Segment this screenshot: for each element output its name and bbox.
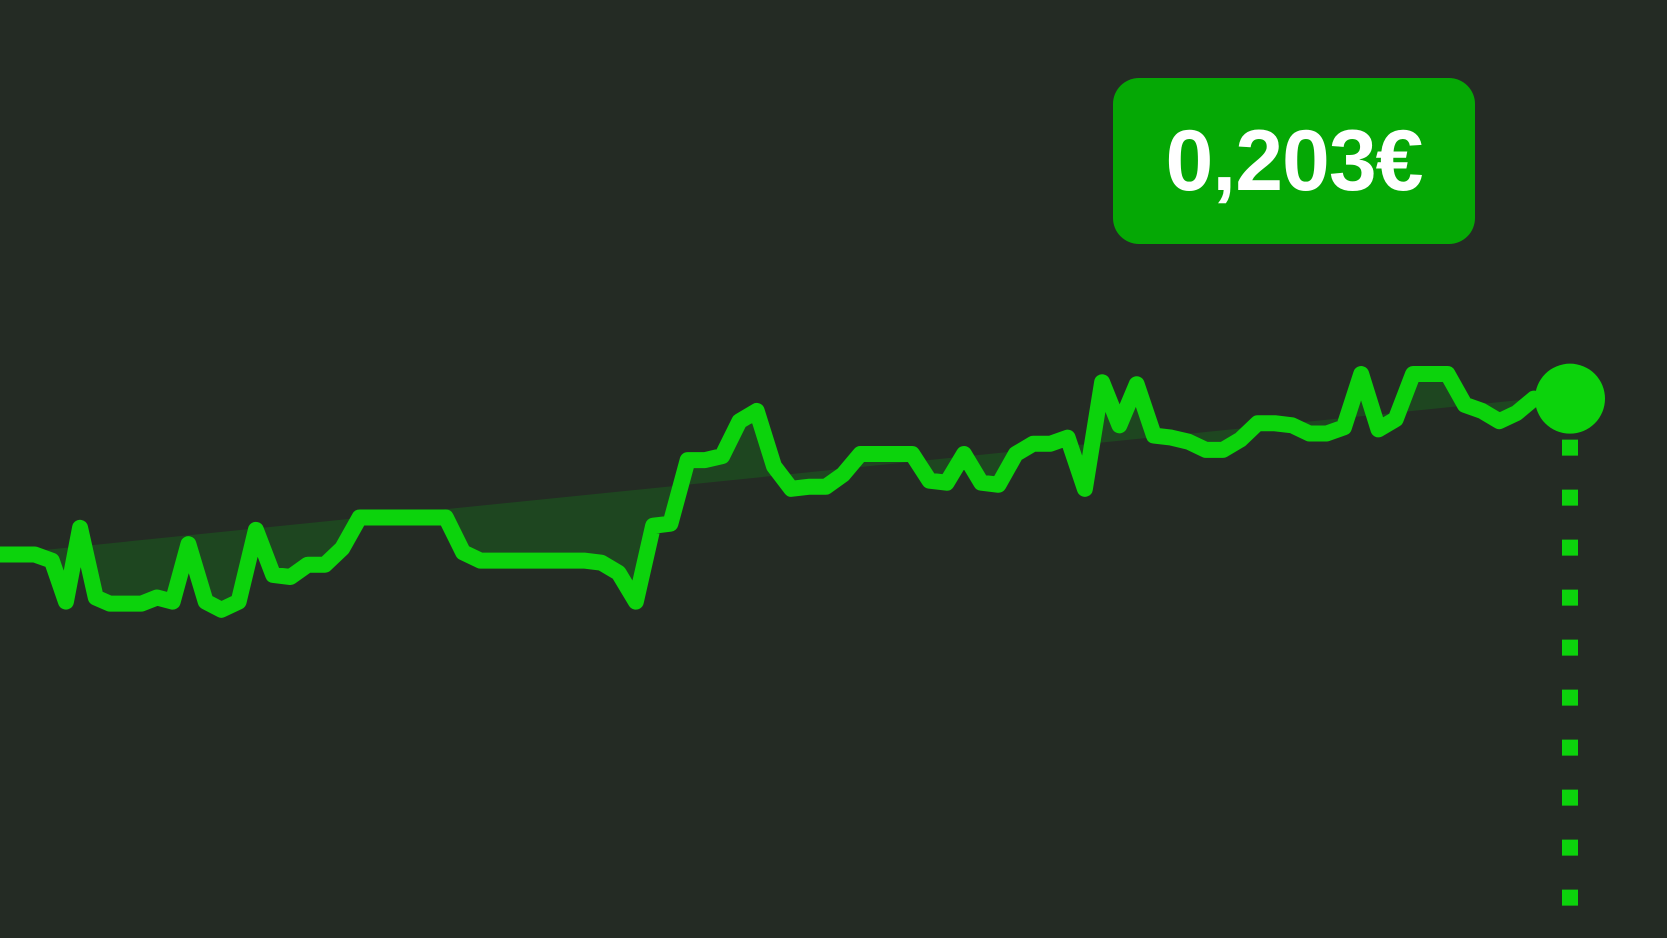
latest-point-marker[interactable] <box>1535 363 1605 434</box>
current-price-value: 0,203€ <box>1165 113 1423 209</box>
price-line <box>0 366 1542 618</box>
current-price-badge[interactable]: 0,203€ <box>1113 78 1475 244</box>
